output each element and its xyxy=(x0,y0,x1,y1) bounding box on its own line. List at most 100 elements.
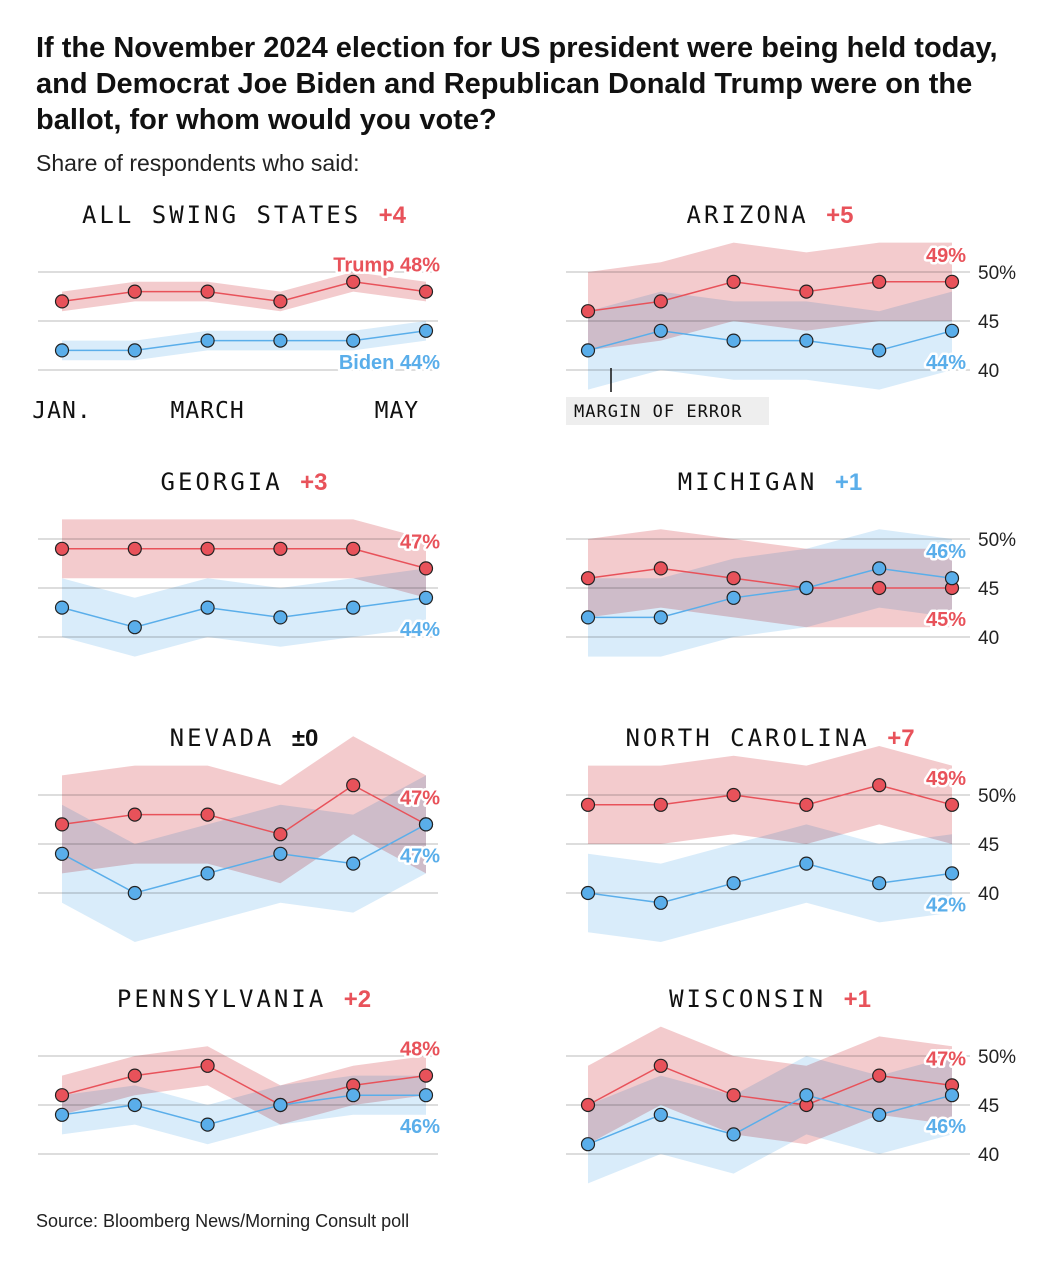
biden-end-label: 42% xyxy=(926,894,966,916)
trump-line xyxy=(61,281,427,303)
trump-error-band xyxy=(62,519,426,598)
biden-point xyxy=(944,1088,960,1103)
trump-point xyxy=(726,274,741,289)
biden-point xyxy=(418,1088,434,1103)
trump-point xyxy=(418,561,434,576)
panel-michigan: MICHIGAN +1 50% 45 40 45% 46% xyxy=(566,468,1016,657)
trump-point xyxy=(580,797,596,812)
trump-point xyxy=(273,294,288,309)
panel-title: WISCONSIN +1 xyxy=(669,985,871,1013)
biden-end-label: Biden 44% xyxy=(339,352,440,374)
biden-error-band xyxy=(62,1075,426,1145)
trump-end-label: 47% xyxy=(926,1048,966,1070)
trump-line xyxy=(587,281,952,312)
trump-point xyxy=(580,304,596,319)
trump-point xyxy=(54,817,70,832)
trump-error-band xyxy=(588,746,952,844)
biden-point xyxy=(872,876,887,891)
biden-point xyxy=(346,333,361,348)
biden-point xyxy=(200,1117,215,1132)
trump-end-label: 49% xyxy=(926,245,966,267)
biden-point xyxy=(127,620,142,635)
trump-point xyxy=(653,561,668,576)
biden-end-label: 44% xyxy=(926,352,966,374)
panel-title-name: ARIZONA xyxy=(687,201,827,229)
trump-point xyxy=(872,778,887,793)
trump-point xyxy=(273,541,288,556)
trump-point xyxy=(418,1068,434,1083)
biden-point xyxy=(54,343,70,358)
source-note: Source: Bloomberg News/Morning Consult p… xyxy=(36,1211,410,1231)
biden-point xyxy=(799,333,814,348)
panel-title: ARIZONA +5 xyxy=(687,201,854,229)
biden-line xyxy=(587,330,953,352)
trump-point xyxy=(872,580,887,596)
trump-end-label: 47% xyxy=(400,531,440,553)
panel-arizona: ARIZONA +5 50% 45 40 49% 44% MARGIN OF ERROR xyxy=(566,201,1016,425)
biden-point xyxy=(200,600,215,615)
margin-label: +1 xyxy=(835,469,862,496)
trump-line xyxy=(61,784,427,836)
biden-end-label: 46% xyxy=(926,1116,966,1138)
margin-label: +2 xyxy=(344,986,371,1013)
biden-line xyxy=(588,567,953,619)
trump-end-label: 49% xyxy=(926,768,966,790)
biden-end-label: 46% xyxy=(400,1116,440,1138)
panel-title-name: GEORGIA xyxy=(161,468,301,496)
biden-point xyxy=(127,885,142,901)
biden-point xyxy=(799,580,814,596)
trump-point xyxy=(653,294,668,309)
x-tick-label: JAN. xyxy=(32,398,91,424)
panel-title-name: PENNSYLVANIA xyxy=(117,985,344,1013)
panel-title-name: NEVADA xyxy=(170,724,292,752)
trump-line xyxy=(587,567,952,589)
biden-point xyxy=(54,846,70,861)
biden-point xyxy=(944,571,960,586)
trump-end-label: 48% xyxy=(400,1039,440,1061)
trump-point xyxy=(273,827,288,842)
y-tick-label: 40 xyxy=(978,361,999,382)
y-tick-label: 50% xyxy=(978,263,1016,284)
biden-point xyxy=(200,333,215,348)
trump-point xyxy=(799,284,814,299)
biden-point xyxy=(653,610,668,625)
biden-point xyxy=(127,1097,142,1113)
trump-point xyxy=(580,1097,596,1113)
chart-title: If the November 2024 election for US pre… xyxy=(36,32,998,136)
panel-nevada: NEVADA ±0 47% 47% xyxy=(38,724,443,942)
biden-point xyxy=(580,343,596,358)
biden-error-band xyxy=(588,824,952,942)
annotation-box xyxy=(566,397,769,425)
biden-point xyxy=(127,343,142,358)
trump-point xyxy=(346,541,361,556)
panel-title: GEORGIA +3 xyxy=(161,468,328,496)
trump-point xyxy=(726,1088,741,1103)
biden-point xyxy=(273,1097,288,1113)
biden-point xyxy=(200,866,215,881)
biden-point xyxy=(418,590,434,605)
trump-end-label: Trump 48% xyxy=(333,255,440,277)
panel-georgia: GEORGIA +3 47% 44% xyxy=(38,468,443,657)
biden-point xyxy=(273,846,288,861)
biden-point xyxy=(653,895,668,910)
biden-line xyxy=(61,1094,426,1126)
biden-point xyxy=(418,817,434,832)
x-tick-label: MARCH xyxy=(170,398,244,424)
biden-point xyxy=(580,885,596,901)
biden-line xyxy=(587,1094,953,1145)
y-tick-label: 45 xyxy=(978,1096,999,1117)
margin-label: +4 xyxy=(379,202,407,229)
trump-error-band xyxy=(62,272,426,312)
y-tick-label: 40 xyxy=(978,628,999,649)
panel-title: ALL SWING STATES +4 xyxy=(82,201,407,229)
trump-point xyxy=(580,571,596,586)
y-tick-label: 50% xyxy=(978,786,1016,807)
biden-point xyxy=(346,600,361,615)
trump-point xyxy=(418,284,434,299)
trump-end-label: 47% xyxy=(400,787,440,809)
margin-label: +1 xyxy=(844,986,871,1013)
trump-end-label: 45% xyxy=(926,609,966,631)
margin-of-error-label: MARGIN OF ERROR xyxy=(574,402,743,422)
y-tick-label: 50% xyxy=(978,1047,1016,1068)
